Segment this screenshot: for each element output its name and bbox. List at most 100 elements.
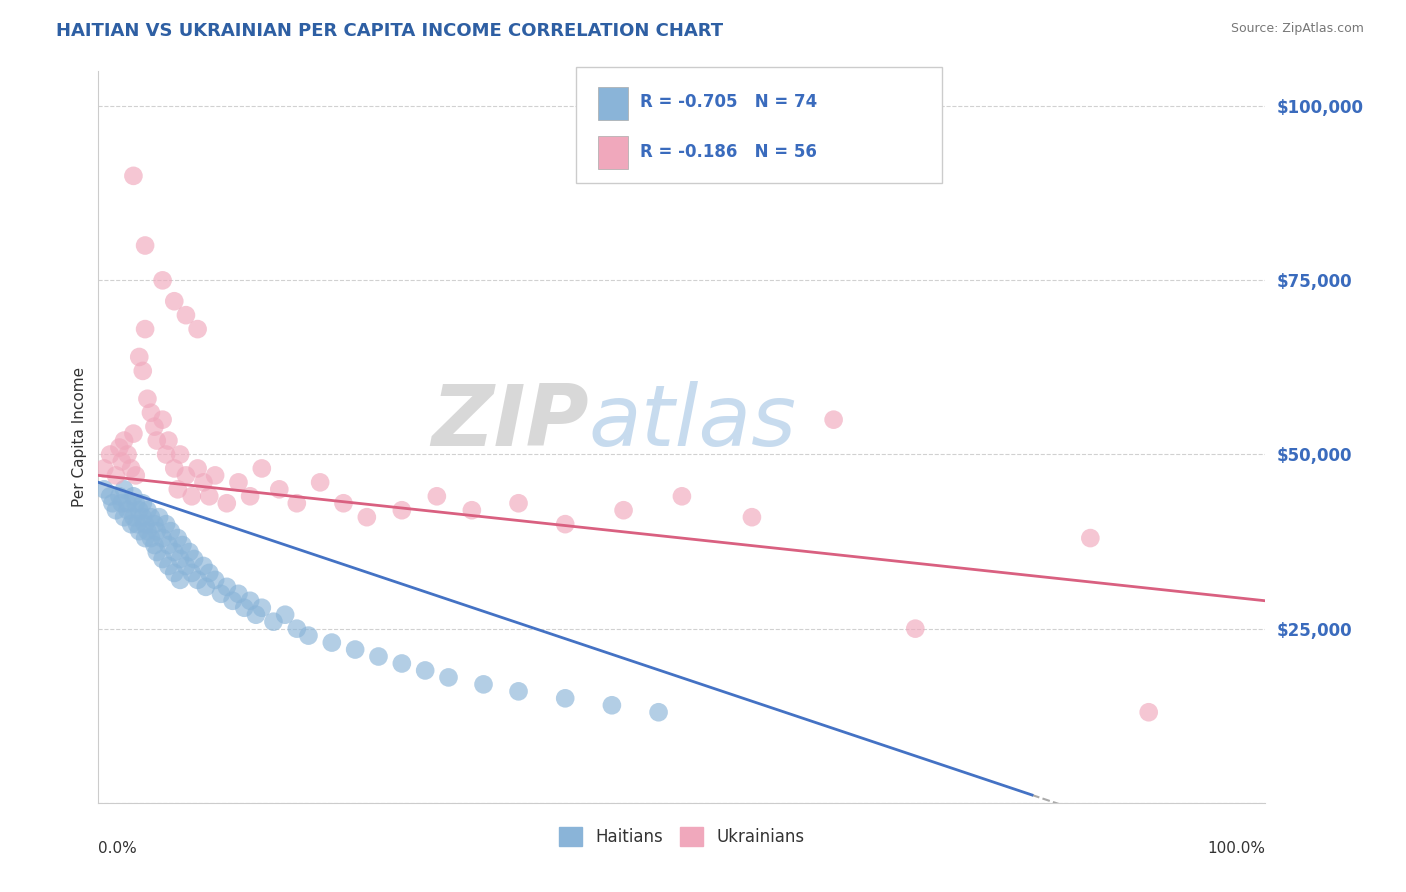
Text: HAITIAN VS UKRAINIAN PER CAPITA INCOME CORRELATION CHART: HAITIAN VS UKRAINIAN PER CAPITA INCOME C… bbox=[56, 22, 723, 40]
Point bbox=[132, 496, 155, 510]
Text: R = -0.705   N = 74: R = -0.705 N = 74 bbox=[640, 93, 817, 111]
Point bbox=[204, 573, 226, 587]
Point bbox=[120, 461, 142, 475]
Point bbox=[159, 524, 181, 538]
Point bbox=[157, 558, 180, 573]
Point bbox=[321, 635, 343, 649]
Point bbox=[134, 322, 156, 336]
Point bbox=[274, 607, 297, 622]
Point bbox=[169, 573, 191, 587]
Point bbox=[239, 594, 262, 608]
Point bbox=[125, 517, 148, 532]
Text: Source: ZipAtlas.com: Source: ZipAtlas.com bbox=[1230, 22, 1364, 36]
Point bbox=[228, 587, 250, 601]
Point bbox=[193, 558, 215, 573]
Point bbox=[139, 531, 162, 545]
Point bbox=[269, 483, 291, 497]
Point bbox=[647, 705, 669, 719]
Point bbox=[108, 489, 131, 503]
Point bbox=[117, 448, 139, 462]
Point bbox=[472, 677, 495, 691]
Point bbox=[344, 642, 367, 657]
Y-axis label: Per Capita Income: Per Capita Income bbox=[72, 367, 87, 508]
Point bbox=[122, 426, 145, 441]
Text: 0.0%: 0.0% bbox=[98, 841, 138, 856]
Point bbox=[215, 580, 238, 594]
Point bbox=[134, 238, 156, 252]
Legend: Haitians, Ukrainians: Haitians, Ukrainians bbox=[553, 821, 811, 853]
Point bbox=[508, 496, 530, 510]
Point bbox=[146, 434, 169, 448]
Point bbox=[174, 468, 197, 483]
Point bbox=[198, 566, 221, 580]
Point bbox=[262, 615, 284, 629]
Point bbox=[132, 364, 155, 378]
Point bbox=[600, 698, 623, 713]
Point bbox=[613, 503, 636, 517]
Point bbox=[98, 448, 121, 462]
Point bbox=[98, 489, 121, 503]
Point bbox=[367, 649, 389, 664]
Point bbox=[136, 392, 159, 406]
Point bbox=[209, 587, 232, 601]
Point bbox=[309, 475, 332, 490]
Point bbox=[233, 600, 256, 615]
Point bbox=[139, 406, 162, 420]
Point bbox=[250, 600, 273, 615]
Point bbox=[120, 517, 142, 532]
Point bbox=[174, 308, 197, 322]
Point bbox=[128, 524, 150, 538]
Point bbox=[239, 489, 262, 503]
Point bbox=[111, 454, 134, 468]
Point bbox=[204, 468, 226, 483]
Point bbox=[250, 461, 273, 475]
Point bbox=[155, 448, 177, 462]
Point bbox=[134, 531, 156, 545]
Point bbox=[157, 434, 180, 448]
Point bbox=[228, 475, 250, 490]
Point bbox=[163, 545, 186, 559]
Text: R = -0.186   N = 56: R = -0.186 N = 56 bbox=[640, 143, 817, 161]
Point bbox=[187, 322, 209, 336]
Point bbox=[508, 684, 530, 698]
Point bbox=[152, 273, 174, 287]
Point bbox=[134, 517, 156, 532]
Point bbox=[146, 545, 169, 559]
Point bbox=[139, 510, 162, 524]
Point bbox=[108, 441, 131, 455]
Point bbox=[132, 510, 155, 524]
Point bbox=[166, 531, 188, 545]
Point bbox=[413, 664, 436, 678]
Point bbox=[101, 496, 124, 510]
Point bbox=[136, 503, 159, 517]
Point bbox=[169, 552, 191, 566]
Point bbox=[117, 496, 139, 510]
Point bbox=[152, 412, 174, 426]
Point bbox=[136, 524, 159, 538]
Point bbox=[180, 566, 202, 580]
Point bbox=[356, 510, 378, 524]
Point bbox=[93, 483, 115, 497]
Point bbox=[187, 461, 209, 475]
Text: 100.0%: 100.0% bbox=[1208, 841, 1265, 856]
Point bbox=[180, 489, 202, 503]
Point bbox=[166, 483, 188, 497]
Text: atlas: atlas bbox=[589, 381, 797, 464]
Point bbox=[461, 503, 484, 517]
Point bbox=[823, 412, 845, 426]
Point bbox=[194, 580, 217, 594]
Point bbox=[391, 657, 413, 671]
Point bbox=[112, 510, 135, 524]
Text: ZIP: ZIP bbox=[430, 381, 589, 464]
Point bbox=[125, 496, 148, 510]
Point bbox=[112, 483, 135, 497]
Point bbox=[111, 496, 134, 510]
Point bbox=[245, 607, 267, 622]
Point bbox=[157, 538, 180, 552]
Point bbox=[172, 538, 194, 552]
Point bbox=[426, 489, 449, 503]
Point bbox=[128, 350, 150, 364]
Point bbox=[741, 510, 763, 524]
Point bbox=[122, 510, 145, 524]
Point bbox=[143, 517, 166, 532]
